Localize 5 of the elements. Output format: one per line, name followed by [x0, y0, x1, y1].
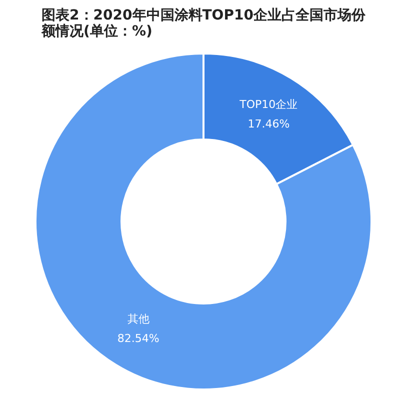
data-label: 17.46%: [248, 117, 290, 130]
slice-label: TOP10企业: [238, 98, 298, 111]
chart-title: 图表2：2020年中国涂料TOP10企业占全国市场份额情况(单位：%): [40, 6, 366, 40]
slice-label: 其他: [127, 312, 150, 326]
data-label: 82.54%: [117, 332, 160, 346]
